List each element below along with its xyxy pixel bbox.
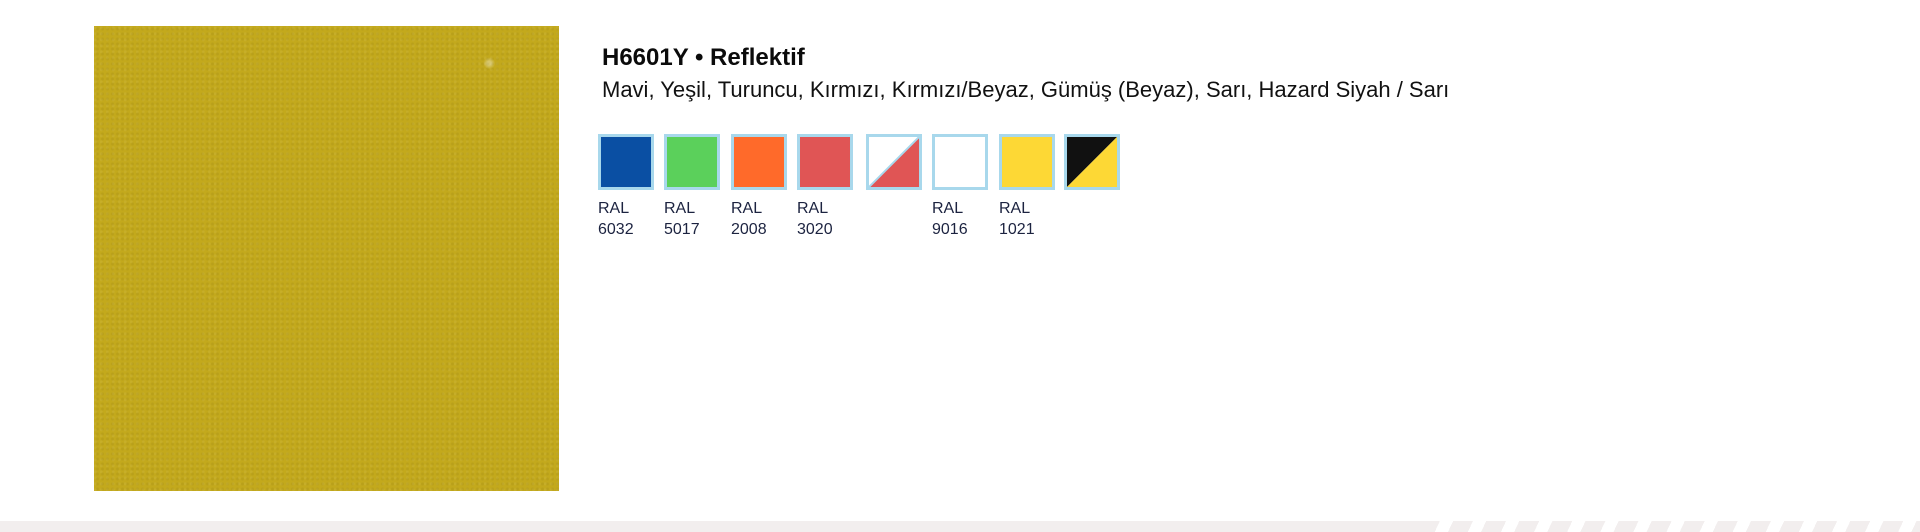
swatch-item [1064, 134, 1124, 198]
color-swatch-row: RAL 6032 RAL 5017 RAL 2008 RAL 3020 [598, 134, 1158, 254]
swatch-fill [601, 137, 651, 187]
red-swatch [797, 134, 853, 190]
ral-code: 6032 [598, 221, 634, 238]
ral-label: RAL 9016 [932, 198, 992, 240]
swatch-item: RAL 1021 [999, 134, 1059, 240]
swatch-item: RAL 9016 [932, 134, 992, 240]
swatch-diagonal-line [869, 137, 919, 187]
ral-label: RAL 1021 [999, 198, 1059, 240]
ral-label: RAL 2008 [731, 198, 791, 240]
ral-prefix: RAL [598, 200, 630, 217]
swatch-fill [935, 137, 985, 187]
swatch-item: RAL 3020 [797, 134, 857, 240]
swatch-fill [800, 137, 850, 187]
ral-prefix: RAL [797, 200, 829, 217]
ral-label: RAL 6032 [598, 198, 658, 240]
swatch-fill [667, 137, 717, 187]
ral-label: RAL 5017 [664, 198, 724, 240]
ral-label: RAL 3020 [797, 198, 857, 240]
orange-swatch [731, 134, 787, 190]
swatch-fill [1002, 137, 1052, 187]
green-swatch [664, 134, 720, 190]
ral-code: 3020 [797, 221, 833, 238]
swatch-lower-triangle [1067, 137, 1117, 187]
ral-code: 9016 [932, 221, 968, 238]
available-colors-text: Mavi, Yeşil, Turuncu, Kırmızı, Kırmızı/B… [602, 77, 1450, 102]
ral-prefix: RAL [664, 200, 696, 217]
swatch-item: RAL 2008 [731, 134, 791, 240]
yellow-swatch [999, 134, 1055, 190]
ral-prefix: RAL [731, 200, 763, 217]
product-title: H6601Y • Reflektif [602, 44, 805, 71]
ral-code: 1021 [999, 221, 1035, 238]
ral-prefix: RAL [932, 200, 964, 217]
swatch-item: RAL 6032 [598, 134, 658, 240]
silver-white-swatch [932, 134, 988, 190]
footer-band [0, 521, 1920, 532]
material-sample-image [94, 26, 559, 491]
ral-prefix: RAL [999, 200, 1031, 217]
footer-stripe-pattern [1420, 521, 1920, 532]
swatch-fill [734, 137, 784, 187]
swatch-item: RAL 5017 [664, 134, 724, 240]
swatch-item [866, 134, 926, 198]
hazard-black-yellow-swatch [1064, 134, 1120, 190]
ral-code: 5017 [664, 221, 700, 238]
red-white-swatch [866, 134, 922, 190]
ral-code: 2008 [731, 221, 767, 238]
blue-swatch [598, 134, 654, 190]
